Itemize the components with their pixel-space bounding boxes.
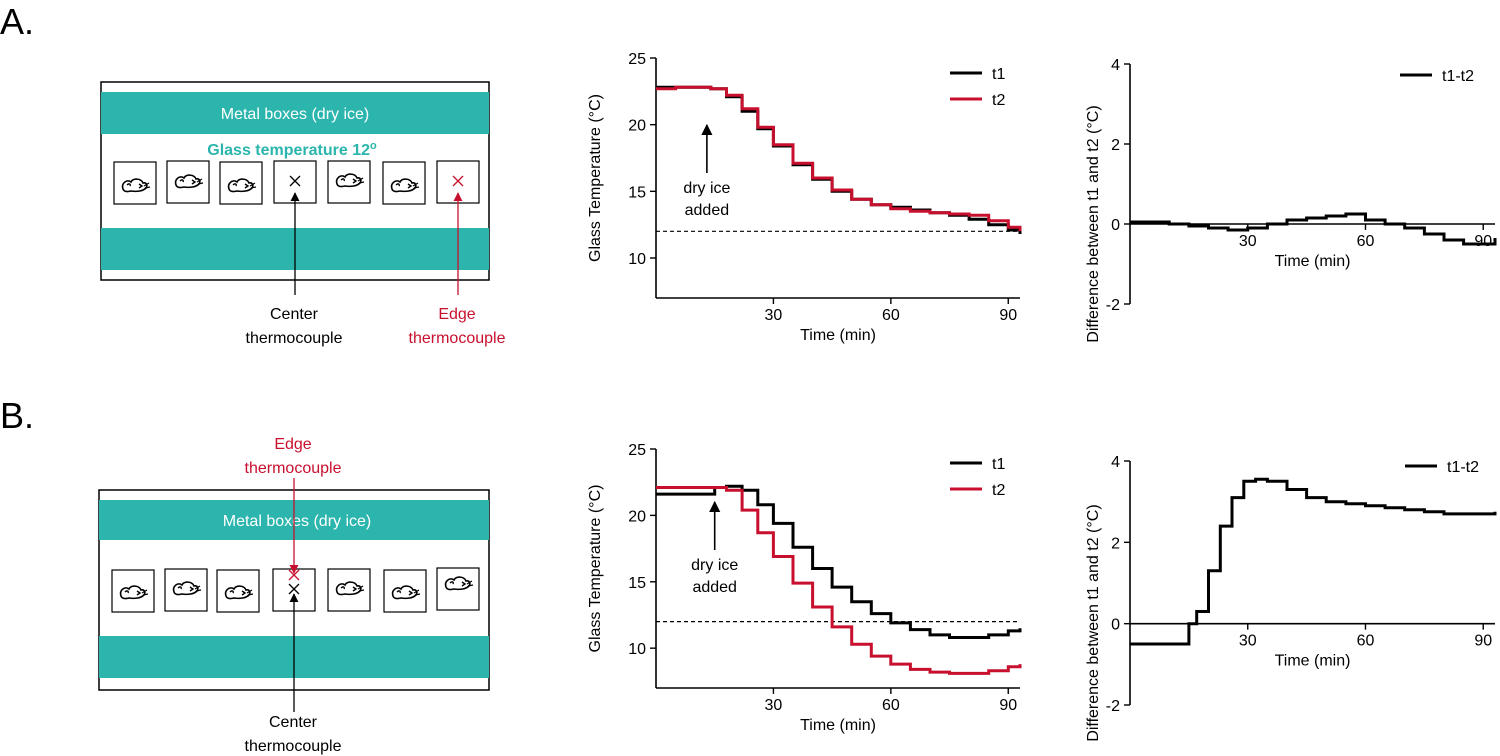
edge-thermocouple-label-2: thermocouple [409, 330, 506, 347]
mouse-icon [224, 585, 254, 600]
y-tick-label: 10 [628, 641, 646, 658]
x-tick-label: 30 [765, 697, 783, 714]
y-tick-label: 15 [628, 184, 646, 201]
center-thermocouple-label-2: thermocouple [246, 330, 343, 347]
edge-thermocouple-label-1: Edge [274, 436, 311, 453]
x-mark-icon [288, 583, 300, 595]
x-axis-label: Time (min) [800, 717, 876, 734]
chart-a-temperature: 10 15 20 25 30 60 90 Time (min) Glass Temperatur… [587, 51, 1022, 344]
mouse-icon [390, 178, 420, 193]
mouse-icon [335, 173, 365, 188]
center-thermocouple-label-1: Center [270, 306, 319, 323]
x-tick-label: 30 [1239, 233, 1257, 250]
mouse-icon [119, 585, 149, 600]
mouse-icon [335, 581, 365, 596]
series-line-t1-t2 [1130, 477, 1497, 646]
y-axis-label: Difference between t1 and t2 (°C) [1085, 504, 1102, 741]
x-mark-icon [289, 175, 301, 187]
cage-row [113, 160, 480, 205]
mouse-icon [444, 576, 474, 591]
schematic-b: Metal boxes (dry ice) Edge thermocouple … [98, 436, 490, 755]
glass-temperature-label: Glass temperature 12o [207, 140, 377, 159]
x-tick-label: 30 [765, 307, 783, 324]
y-tick-label: 20 [628, 118, 646, 135]
y-tick-label: 0 [1111, 617, 1120, 634]
series-line-t2 [656, 486, 1022, 675]
chart-b-temperature: 10 15 20 25 30 60 90 Time (min) Glass Temperatur… [587, 442, 1022, 734]
metal-label: Metal boxes (dry ice) [221, 106, 370, 123]
dry-ice-annotation-line: dry ice [691, 557, 738, 574]
center-thermocouple-label-2: thermocouple [245, 738, 342, 755]
y-tick-label: 0 [1111, 217, 1120, 234]
mouse-icon [121, 178, 151, 193]
x-axis-label: Time (min) [800, 327, 876, 344]
x-axis-label: Time (min) [1275, 253, 1351, 270]
cage-row [111, 567, 480, 613]
metal-box-top [101, 92, 489, 134]
y-tick-label: -2 [1106, 698, 1120, 715]
mouse-icon [172, 581, 202, 596]
y-axis-label: Glass Temperature (°C) [587, 94, 604, 262]
legend-label-t1: t1 [992, 456, 1005, 473]
dry-ice-annotation-line: added [685, 202, 730, 219]
y-tick-label: 4 [1111, 454, 1120, 471]
y-tick-label: 25 [628, 51, 646, 68]
edge-thermocouple-label-1: Edge [438, 306, 475, 323]
panel-letter-b: B. [0, 395, 34, 436]
x-tick-label: 90 [1474, 633, 1492, 650]
schematic-a: Metal boxes (dry ice) Glass temperature … [100, 81, 506, 347]
y-tick-label: 15 [628, 575, 646, 592]
mouse-icon [391, 585, 421, 600]
metal-label: Metal boxes (dry ice) [223, 513, 372, 530]
x-axis-label: Time (min) [1275, 653, 1351, 670]
chart-a-difference: -2 0 2 4 30 60 90 Time (min) Difference between … [1085, 57, 1497, 343]
legend-label-t2: t2 [992, 482, 1005, 499]
edge-thermocouple-label-2: thermocouple [245, 460, 342, 477]
legend-label-t1-t2: t1-t2 [1442, 68, 1474, 85]
x-tick-label: 60 [1357, 633, 1375, 650]
y-tick-label: 10 [628, 251, 646, 268]
y-axis-label: Difference between t1 and t2 (°C) [1085, 105, 1102, 342]
y-axis-label: Glass Temperature (°C) [587, 485, 604, 653]
x-tick-label: 60 [882, 697, 900, 714]
x-tick-label: 90 [999, 307, 1017, 324]
legend-label-t1-t2: t1-t2 [1447, 459, 1479, 476]
y-tick-label: 20 [628, 508, 646, 525]
series-line-t2 [656, 85, 1022, 232]
y-tick-label: 2 [1111, 535, 1120, 552]
y-tick-label: 2 [1111, 137, 1120, 154]
legend-label-t1: t1 [992, 66, 1005, 83]
y-tick-label: -2 [1106, 297, 1120, 314]
y-tick-label: 25 [628, 442, 646, 459]
x-tick-label: 90 [999, 697, 1017, 714]
y-tick-label: 4 [1111, 57, 1120, 74]
x-tick-label: 60 [882, 307, 900, 324]
chart-b-difference: -2 0 2 4 30 60 90 Time (min) Difference between … [1085, 454, 1497, 742]
series-line-t1 [656, 484, 1022, 639]
x-tick-label: 60 [1357, 233, 1375, 250]
series-line-t1-t2 [1130, 212, 1497, 246]
mouse-icon [227, 178, 257, 193]
center-thermocouple-label-1: Center [269, 714, 318, 731]
legend-label-t2: t2 [992, 92, 1005, 109]
dry-ice-annotation-line: dry ice [683, 180, 730, 197]
mouse-icon [174, 174, 204, 189]
x-tick-label: 90 [1474, 233, 1492, 250]
dry-ice-annotation-line: added [692, 579, 737, 596]
x-mark-icon [452, 175, 464, 187]
panel-letter-a: A. [0, 1, 34, 42]
x-tick-label: 30 [1239, 633, 1257, 650]
